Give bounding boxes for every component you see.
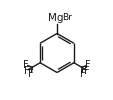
Text: F: F — [23, 60, 29, 70]
Text: F: F — [79, 69, 85, 79]
Text: F: F — [28, 69, 34, 79]
Text: F: F — [24, 66, 29, 76]
Text: Mg: Mg — [48, 13, 63, 23]
Text: F: F — [84, 60, 90, 70]
Text: F: F — [84, 66, 89, 76]
Text: Br: Br — [62, 13, 72, 22]
